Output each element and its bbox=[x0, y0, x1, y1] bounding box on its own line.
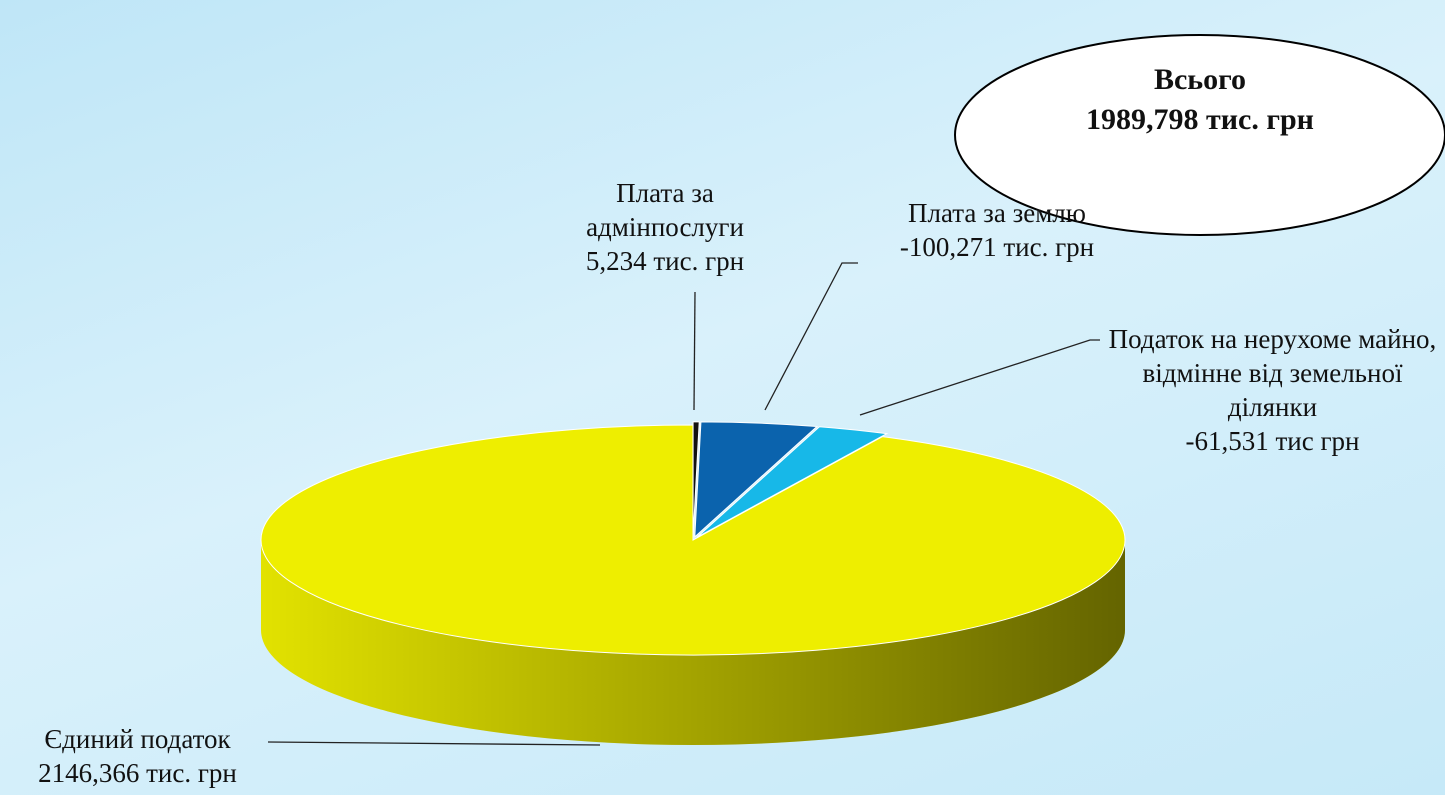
value-label: 5,234 тис. грн bbox=[585, 246, 745, 276]
value-label: -61,531 тис грн bbox=[1185, 426, 1360, 456]
leader-line bbox=[764, 262, 858, 411]
value-label: -100,271 тис. грн bbox=[899, 232, 1095, 262]
total-bubble bbox=[954, 34, 1445, 236]
leader-line bbox=[693, 291, 696, 411]
data-label: Єдиний податок 2146,366 тис. грн bbox=[0, 722, 275, 790]
slice bbox=[697, 426, 889, 538]
pie bbox=[260, 421, 1126, 745]
category-label: Плата за адмінпослуги bbox=[586, 178, 744, 242]
data-label: Податок на нерухоме майно, відмінне від … bbox=[1100, 322, 1445, 458]
slice bbox=[260, 424, 1126, 656]
slice bbox=[694, 421, 819, 539]
leader-lines bbox=[267, 262, 1100, 746]
slice-side-shade bbox=[261, 540, 1125, 745]
data-label: Плата за землю -100,271 тис. грн bbox=[862, 196, 1132, 264]
category-label: Податок на нерухоме майно, відмінне від … bbox=[1108, 324, 1437, 422]
category-label: Плата за землю bbox=[908, 198, 1086, 228]
total-annotation: Всього 1989,798 тис. грн bbox=[1060, 60, 1340, 140]
leader-line bbox=[267, 741, 601, 746]
value-label: 2146,366 тис. грн bbox=[38, 758, 237, 788]
data-label: Плата за адмінпослуги 5,234 тис. грн bbox=[555, 176, 775, 278]
slice bbox=[692, 421, 700, 537]
category-label: Єдиний податок bbox=[44, 724, 231, 754]
total-value: 1989,798 тис. грн bbox=[1086, 103, 1314, 136]
leader-line bbox=[859, 339, 1100, 416]
total-title: Всього bbox=[1153, 63, 1247, 96]
